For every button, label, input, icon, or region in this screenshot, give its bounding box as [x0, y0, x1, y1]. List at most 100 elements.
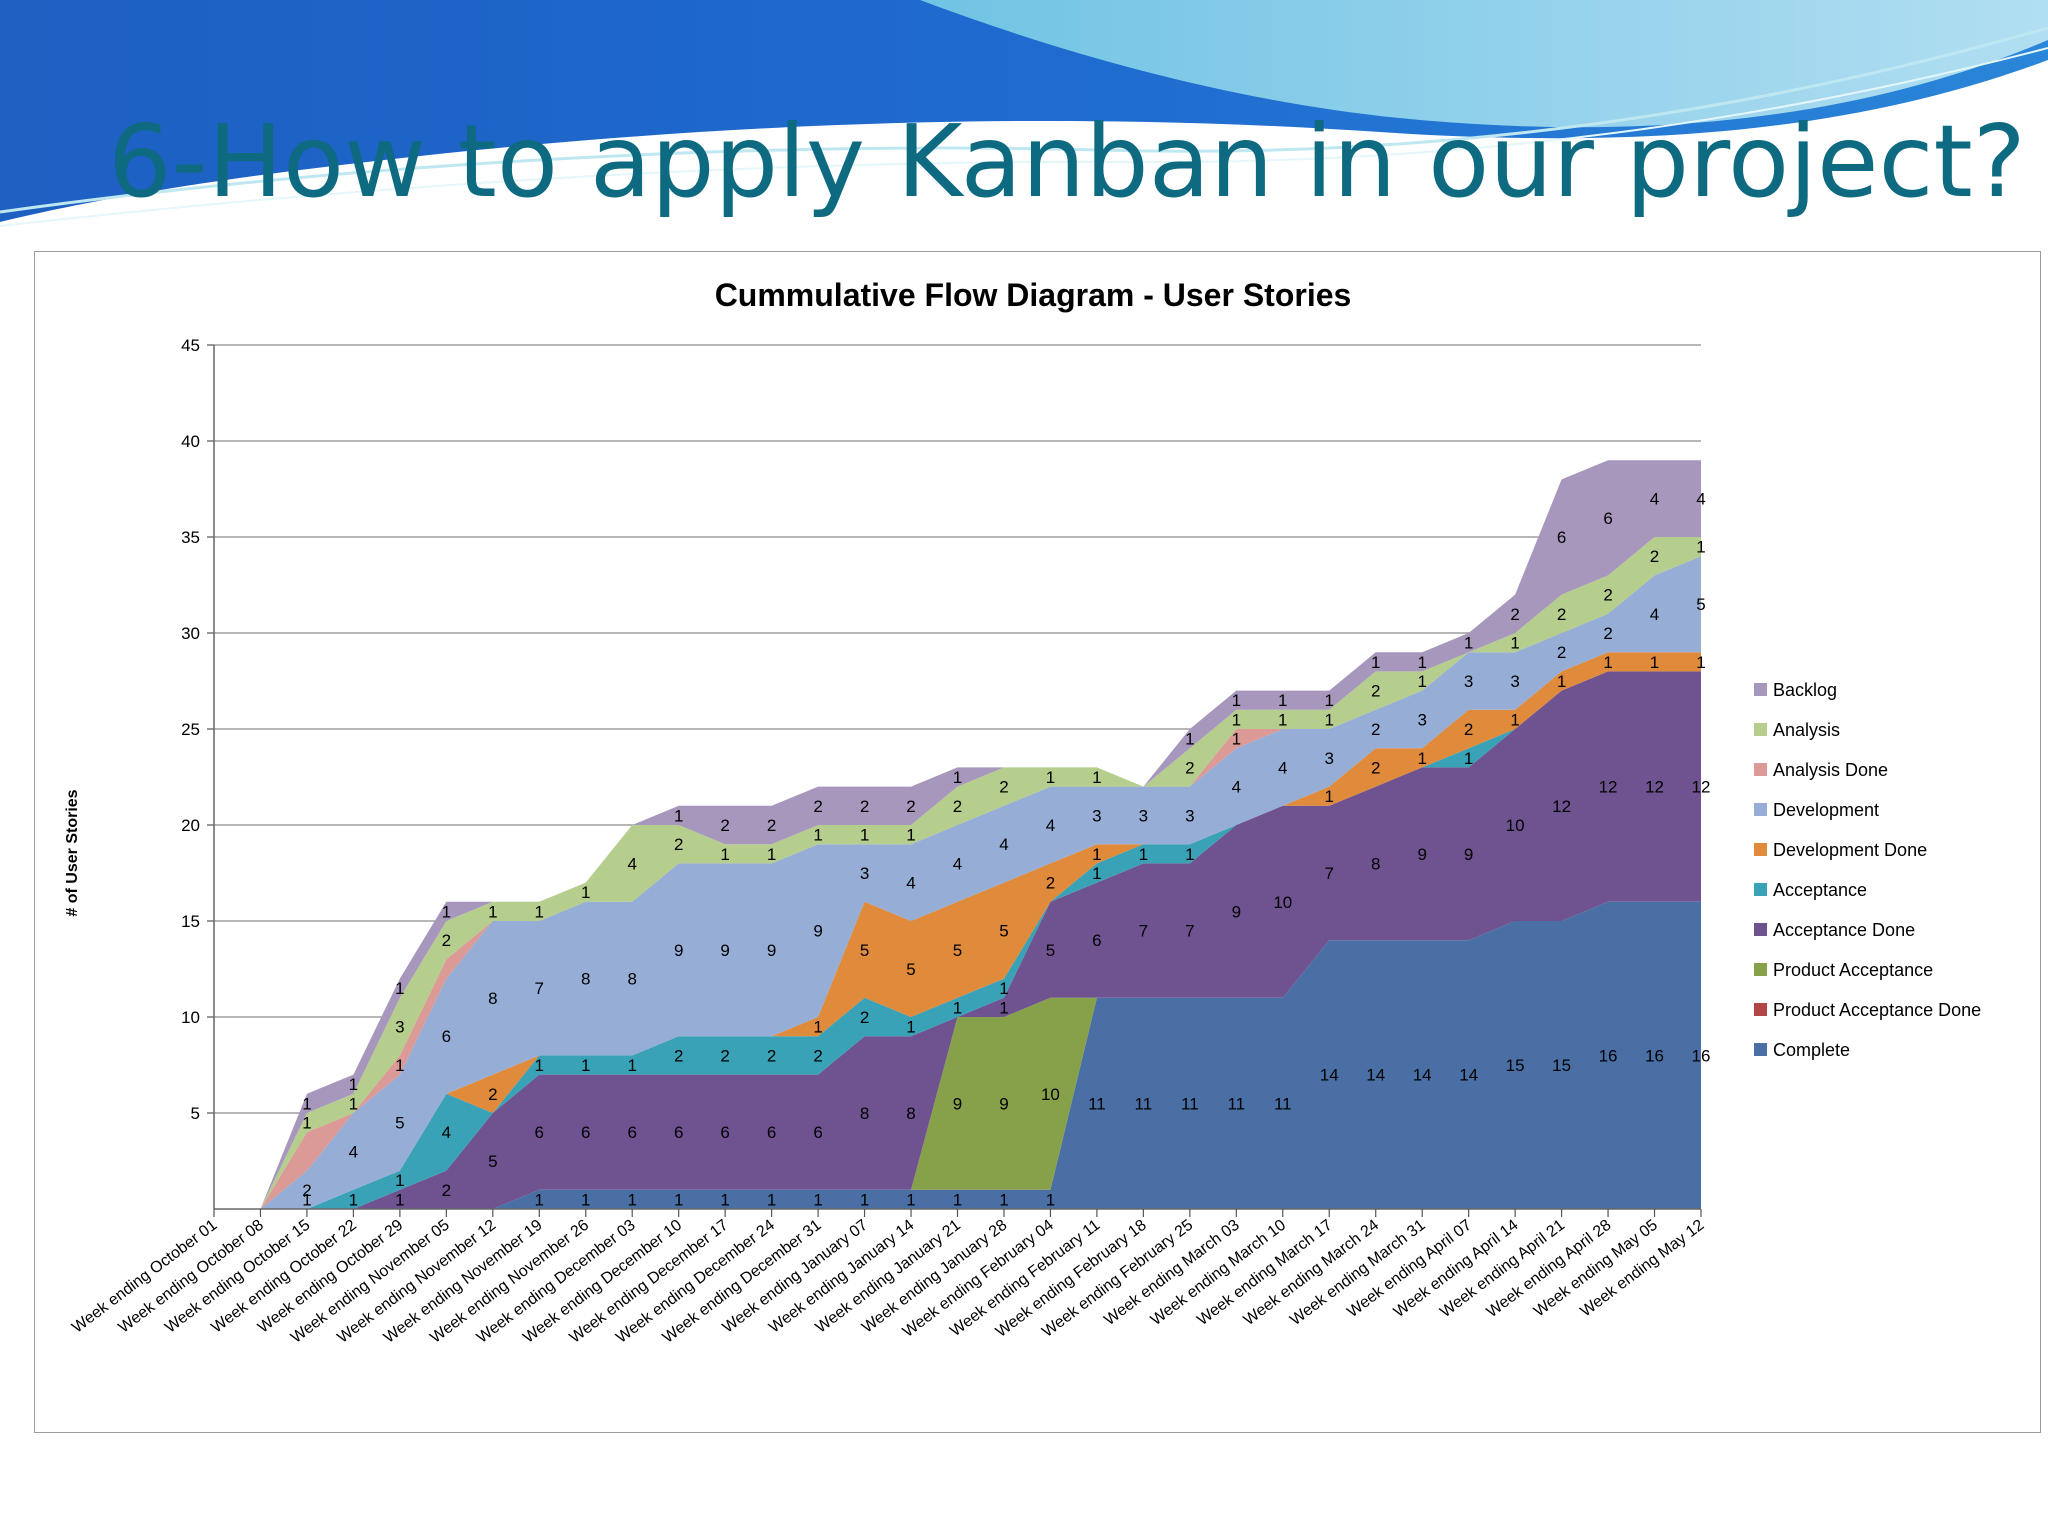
data-label: 6: [674, 1123, 683, 1142]
legend-swatch-development: [1754, 803, 1767, 816]
data-label: 14: [1459, 1066, 1478, 1085]
data-label: 1: [999, 979, 1008, 998]
data-label: 5: [1696, 595, 1705, 614]
data-label: 1: [1232, 710, 1241, 729]
data-label: 1: [627, 1190, 636, 1209]
data-label: 1: [1278, 691, 1287, 710]
data-label: 2: [1371, 720, 1380, 739]
data-label: 1: [767, 1190, 776, 1209]
data-label: 6: [813, 1123, 822, 1142]
data-label: 2: [767, 816, 776, 835]
data-label: 9: [674, 941, 683, 960]
data-label: 7: [1185, 922, 1194, 941]
data-label: 5: [395, 1114, 404, 1133]
data-label: 1: [349, 1190, 358, 1209]
data-label: 2: [302, 1181, 311, 1200]
data-label: 1: [1696, 653, 1705, 672]
legend-label-product-acceptance: Product Acceptance: [1773, 960, 1933, 980]
data-label: 9: [767, 941, 776, 960]
data-label: 3: [1092, 806, 1101, 825]
data-label: 9: [999, 1094, 1008, 1113]
data-label: 1: [1325, 787, 1334, 806]
legend-swatch-backlog: [1754, 683, 1767, 696]
data-label: 7: [1325, 864, 1334, 883]
data-label: 9: [1464, 845, 1473, 864]
data-label: 1: [906, 1190, 915, 1209]
data-label: 8: [1371, 854, 1380, 873]
data-label: 1: [1185, 730, 1194, 749]
data-label: 1: [302, 1094, 311, 1113]
y-tick-label: 25: [181, 720, 200, 739]
data-label: 12: [1692, 778, 1711, 797]
data-label: 5: [999, 922, 1008, 941]
title-banner: [0, 0, 2048, 227]
data-label: 1: [1417, 672, 1426, 691]
data-label: 4: [442, 1123, 451, 1142]
data-label: 16: [1645, 1046, 1664, 1065]
data-label: 11: [1135, 1094, 1153, 1113]
data-label: 11: [1088, 1094, 1106, 1113]
data-label: 12: [1552, 797, 1571, 816]
data-label: 1: [1325, 710, 1334, 729]
data-label: 2: [674, 835, 683, 854]
data-label: 10: [1041, 1085, 1060, 1104]
data-label: 2: [767, 1046, 776, 1065]
legend-label-complete: Complete: [1773, 1040, 1850, 1060]
data-label: 3: [860, 864, 869, 883]
data-label: 2: [1650, 547, 1659, 566]
data-label: 2: [1046, 874, 1055, 893]
data-label: 1: [1185, 845, 1194, 864]
data-label: 4: [1650, 605, 1659, 624]
data-label: 1: [349, 1094, 358, 1113]
data-label: 8: [627, 970, 636, 989]
data-label: 2: [1557, 643, 1566, 662]
data-label: 3: [1510, 672, 1519, 691]
legend-label-analysis: Analysis: [1773, 720, 1840, 740]
data-label: 5: [488, 1152, 497, 1171]
legend-swatch-acceptance-done: [1754, 923, 1767, 936]
data-label: 4: [1278, 758, 1287, 777]
data-label: 2: [1464, 720, 1473, 739]
data-label: 1: [1464, 749, 1473, 768]
area-analysis: [214, 537, 1701, 1209]
area-development-done: [214, 652, 1701, 1209]
data-label: 3: [395, 1018, 404, 1037]
data-label: 8: [581, 970, 590, 989]
data-label: 4: [349, 1142, 358, 1161]
legend-swatch-complete: [1754, 1043, 1767, 1056]
data-label: 4: [999, 835, 1008, 854]
data-label: 1: [395, 1171, 404, 1190]
data-label: 8: [860, 1104, 869, 1123]
y-tick-label: 20: [181, 816, 200, 835]
data-label: 2: [1510, 605, 1519, 624]
data-label: 1: [906, 826, 915, 845]
data-label: 11: [1227, 1094, 1245, 1113]
data-label: 1: [953, 998, 962, 1017]
data-label: 3: [1417, 710, 1426, 729]
legend-label-analysis-done: Analysis Done: [1773, 760, 1888, 780]
data-label: 2: [1371, 758, 1380, 777]
y-tick-label: 40: [181, 432, 200, 451]
y-tick-label: 10: [181, 1008, 200, 1027]
y-axis-title: # of User Stories: [64, 789, 81, 916]
data-label: 4: [906, 874, 915, 893]
data-label: 4: [1046, 816, 1055, 835]
data-label: 11: [1274, 1094, 1292, 1113]
data-label: 1: [860, 1190, 869, 1209]
legend-swatch-development-done: [1754, 843, 1767, 856]
data-label: 2: [1603, 586, 1612, 605]
data-label: 1: [999, 1190, 1008, 1209]
data-label: 6: [767, 1123, 776, 1142]
data-label: 6: [1557, 528, 1566, 547]
data-label: 2: [488, 1085, 497, 1104]
legend-swatch-product-acceptance-done: [1754, 1003, 1767, 1016]
data-label: 1: [349, 1075, 358, 1094]
data-label: 8: [488, 989, 497, 1008]
data-label: 1: [1046, 768, 1055, 787]
area-complete: [214, 901, 1701, 1209]
legend-label-backlog: Backlog: [1773, 680, 1837, 700]
data-label: 15: [1552, 1056, 1571, 1075]
data-label: 11: [1181, 1094, 1199, 1113]
data-label: 1: [1603, 653, 1612, 672]
